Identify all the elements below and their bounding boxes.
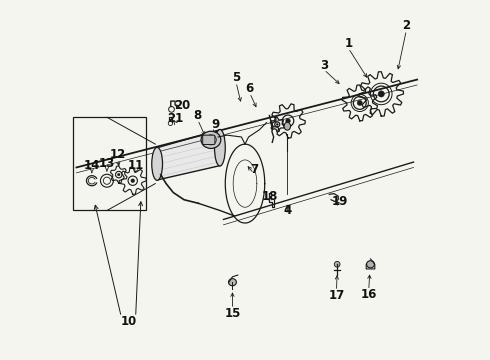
Text: 18: 18 (262, 190, 278, 203)
Text: 8: 8 (194, 109, 202, 122)
Ellipse shape (367, 261, 374, 268)
Text: 12: 12 (110, 148, 126, 161)
Ellipse shape (152, 147, 163, 180)
Text: 5: 5 (232, 71, 240, 84)
Text: 21: 21 (167, 112, 183, 125)
Text: 2: 2 (402, 19, 411, 32)
Circle shape (276, 123, 278, 125)
Circle shape (334, 261, 340, 267)
Text: 4: 4 (283, 204, 292, 217)
Text: 7: 7 (250, 163, 258, 176)
Text: 17: 17 (328, 289, 344, 302)
Text: 13: 13 (99, 157, 115, 170)
Text: 1: 1 (344, 37, 352, 50)
Polygon shape (157, 130, 220, 180)
Text: 10: 10 (121, 315, 137, 328)
Text: 11: 11 (128, 159, 144, 172)
Circle shape (378, 91, 385, 97)
Circle shape (118, 173, 120, 176)
Text: 15: 15 (224, 307, 241, 320)
Text: 19: 19 (332, 195, 348, 208)
FancyBboxPatch shape (203, 135, 215, 144)
Circle shape (357, 100, 362, 105)
Ellipse shape (228, 279, 236, 286)
Text: 9: 9 (212, 118, 220, 131)
Text: 20: 20 (174, 99, 191, 112)
Ellipse shape (284, 122, 291, 130)
Text: 14: 14 (84, 159, 100, 172)
Circle shape (286, 118, 291, 123)
Ellipse shape (215, 130, 225, 166)
Bar (73, 117, 147, 211)
Text: 16: 16 (361, 288, 377, 301)
Ellipse shape (201, 131, 221, 148)
Circle shape (131, 179, 135, 183)
Text: 3: 3 (320, 59, 328, 72)
Text: 6: 6 (245, 82, 254, 95)
